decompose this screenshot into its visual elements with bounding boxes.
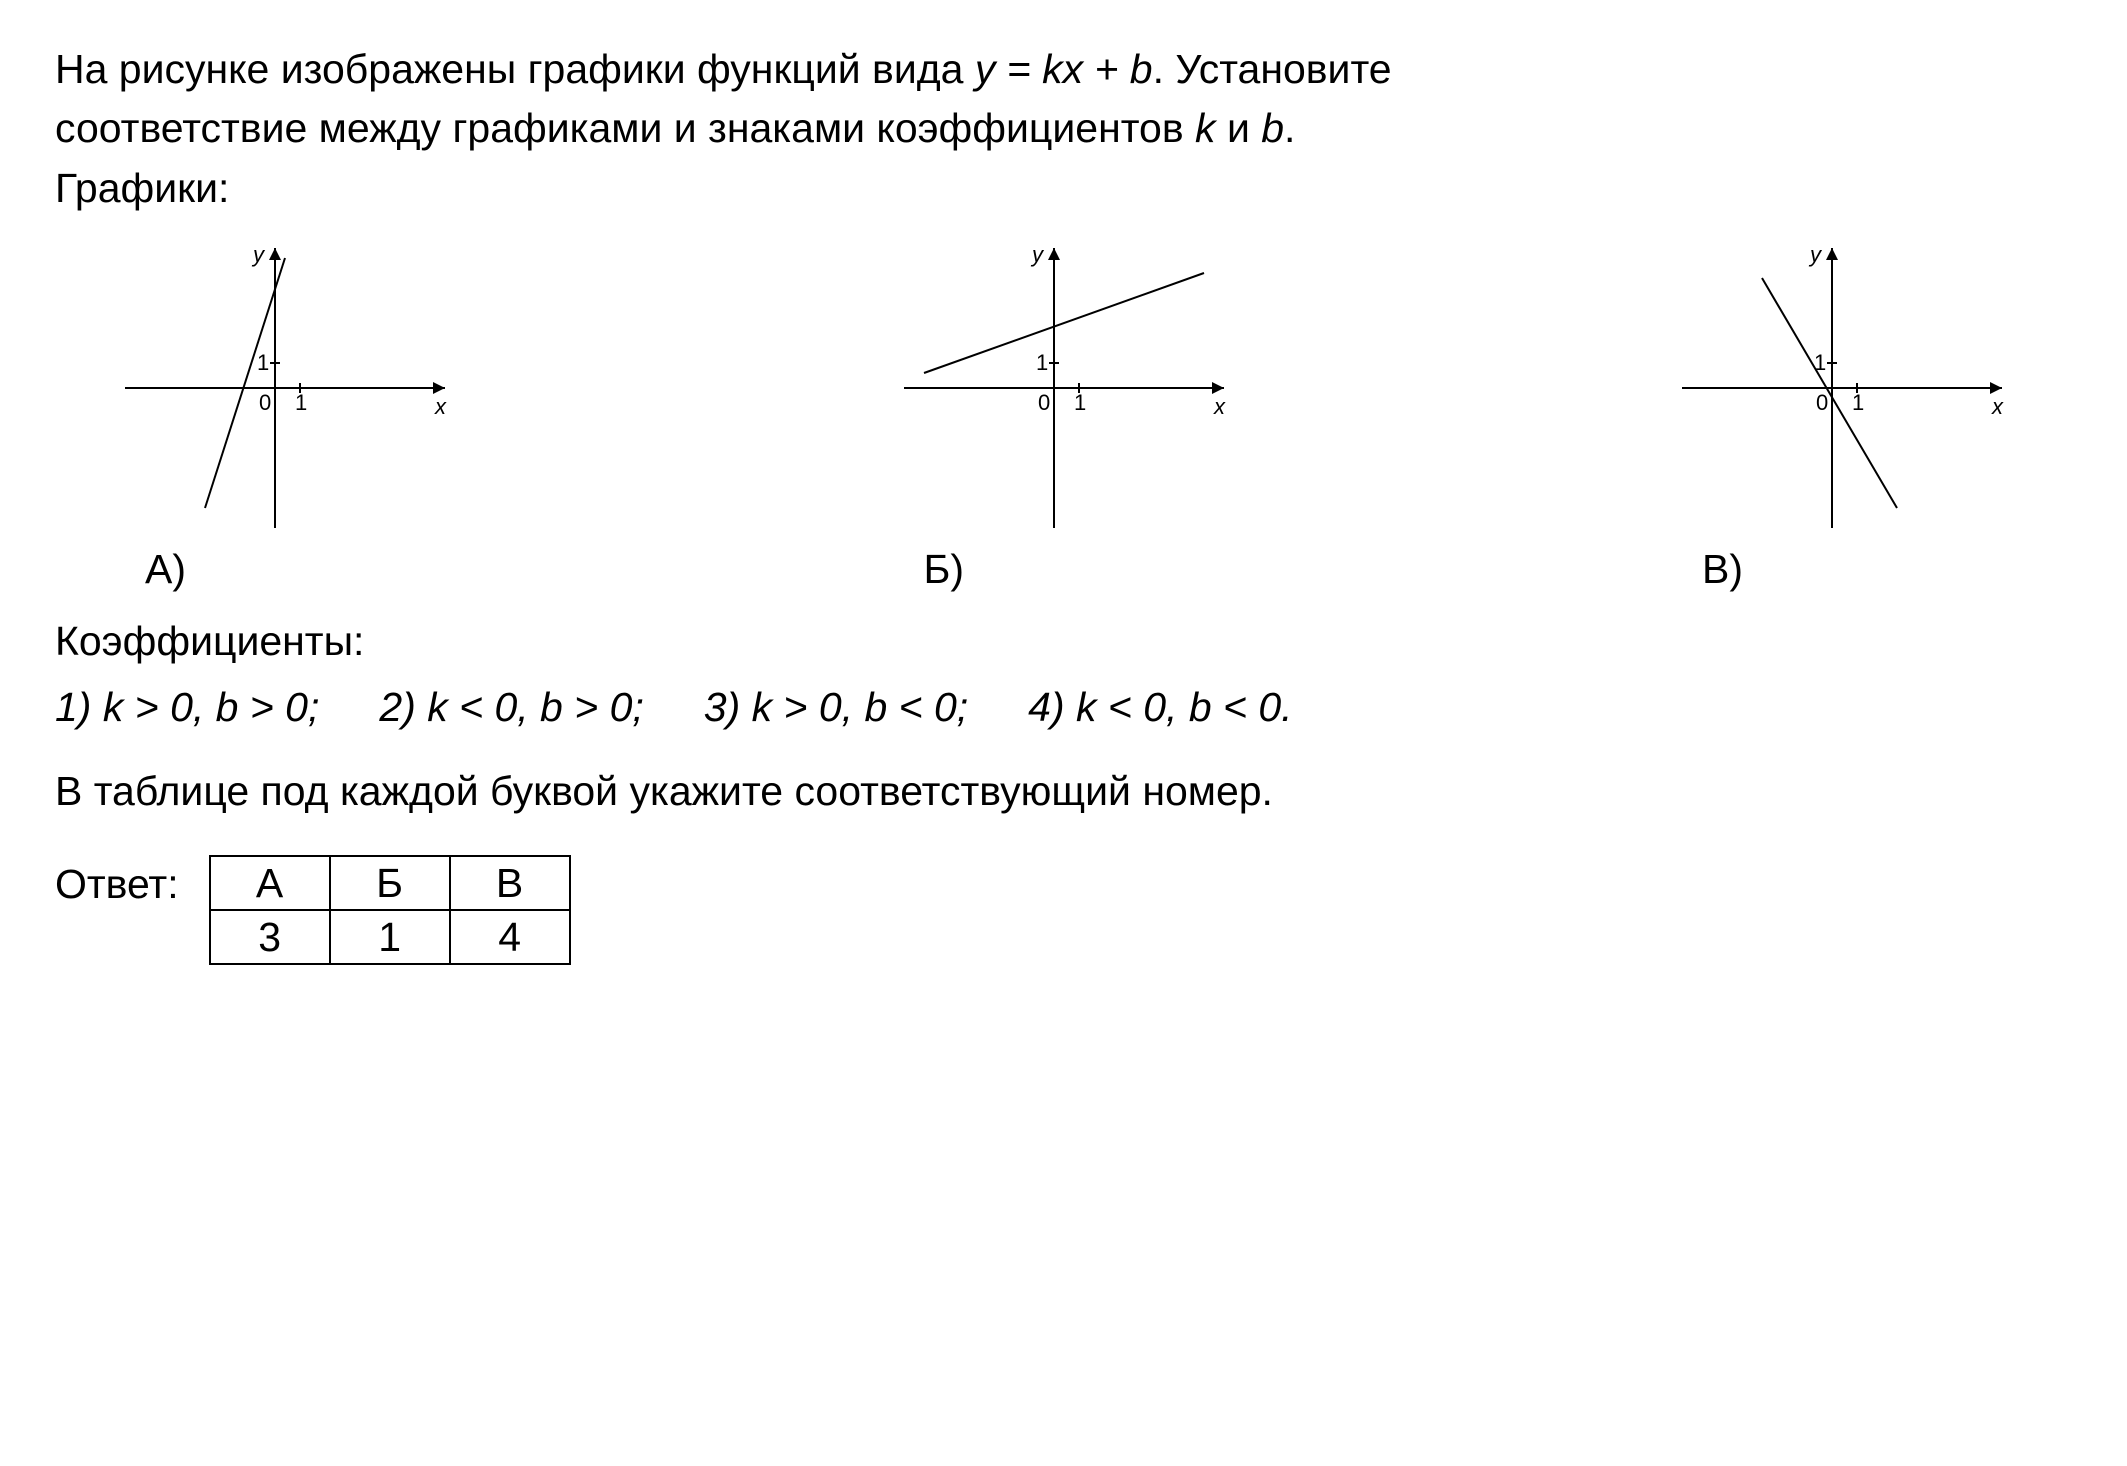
graph-a-wrap: 011xy А) bbox=[115, 238, 455, 593]
svg-text:1: 1 bbox=[1852, 390, 1864, 415]
problem-statement: На рисунке изображены графики функций ви… bbox=[55, 40, 2072, 218]
graphs-row: 011xy А) 011xy Б) 011xy В) bbox=[55, 238, 2072, 593]
graph-b-wrap: 011xy Б) bbox=[894, 238, 1234, 593]
svg-text:x: x bbox=[1213, 394, 1226, 419]
coefficients-block: Коэффициенты: 1) k > 0, b > 0; 2) k < 0,… bbox=[55, 611, 2072, 738]
graph-c: 011xy bbox=[1672, 238, 2012, 538]
problem-line1b: . Установите bbox=[1153, 46, 1392, 92]
coefficients-title: Коэффициенты: bbox=[55, 611, 2072, 673]
var-k: k bbox=[1195, 105, 1216, 151]
graph-a-label: А) bbox=[145, 546, 186, 593]
answer-value-c: 4 bbox=[450, 910, 570, 964]
equation: y = kx + b bbox=[975, 46, 1153, 92]
svg-text:1: 1 bbox=[295, 390, 307, 415]
answer-header-c: В bbox=[450, 856, 570, 910]
graph-a: 011xy bbox=[115, 238, 455, 538]
answer-block: Ответ: А Б В 3 1 4 bbox=[55, 855, 2072, 965]
table-row: А Б В bbox=[210, 856, 570, 910]
coeff-opt1: 1) k > 0, b > 0; bbox=[55, 677, 319, 739]
coeff-opt3: 3) k > 0, b < 0; bbox=[704, 677, 968, 739]
coefficients-options: 1) k > 0, b > 0; 2) k < 0, b > 0; 3) k >… bbox=[55, 677, 2072, 739]
var-b: b bbox=[1261, 105, 1284, 151]
svg-text:1: 1 bbox=[1074, 390, 1086, 415]
graph-b: 011xy bbox=[894, 238, 1234, 538]
svg-text:y: y bbox=[1030, 242, 1045, 267]
answer-value-b: 1 bbox=[330, 910, 450, 964]
problem-line1a: На рисунке изображены графики функций ви… bbox=[55, 46, 975, 92]
problem-line2b: . bbox=[1284, 105, 1295, 151]
graph-c-wrap: 011xy В) bbox=[1672, 238, 2012, 593]
coeff-opt4: 4) k < 0, b < 0. bbox=[1028, 677, 1292, 739]
graph-b-label: Б) bbox=[924, 546, 965, 593]
svg-text:0: 0 bbox=[1816, 390, 1828, 415]
svg-text:x: x bbox=[1991, 394, 2004, 419]
svg-text:0: 0 bbox=[1038, 390, 1050, 415]
svg-text:1: 1 bbox=[257, 350, 269, 375]
svg-text:y: y bbox=[251, 242, 266, 267]
instruction: В таблице под каждой буквой укажите соот… bbox=[55, 768, 2072, 815]
answer-header-a: А bbox=[210, 856, 330, 910]
svg-text:y: y bbox=[1808, 242, 1823, 267]
answer-value-a: 3 bbox=[210, 910, 330, 964]
answer-table: А Б В 3 1 4 bbox=[209, 855, 571, 965]
problem-line3: Графики: bbox=[55, 165, 229, 211]
answer-header-b: Б bbox=[330, 856, 450, 910]
and-word: и bbox=[1216, 105, 1262, 151]
problem-line2a: соответствие между графиками и знаками к… bbox=[55, 105, 1195, 151]
svg-text:0: 0 bbox=[259, 390, 271, 415]
answer-label: Ответ: bbox=[55, 855, 179, 908]
coeff-opt2: 2) k < 0, b > 0; bbox=[379, 677, 643, 739]
table-row: 3 1 4 bbox=[210, 910, 570, 964]
graph-c-label: В) bbox=[1702, 546, 1743, 593]
svg-text:x: x bbox=[434, 394, 447, 419]
svg-text:1: 1 bbox=[1036, 350, 1048, 375]
